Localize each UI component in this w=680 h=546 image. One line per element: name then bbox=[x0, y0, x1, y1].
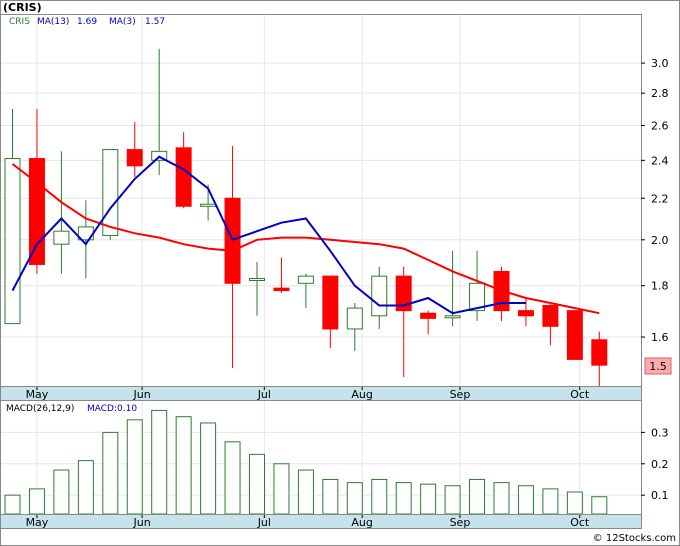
price-panel bbox=[0, 14, 642, 387]
macd-bar bbox=[566, 491, 583, 515]
ma13-line bbox=[11, 163, 600, 315]
macd-bar bbox=[297, 469, 314, 515]
macd-bar bbox=[517, 485, 534, 515]
macd-bar bbox=[102, 431, 119, 515]
candle-body bbox=[444, 315, 461, 319]
last-price-badge-text: 1.5 bbox=[649, 360, 667, 373]
macd-legend: MACD(26,12,9) MACD:0.10 bbox=[6, 404, 137, 414]
candle-body bbox=[53, 230, 70, 245]
candle-body bbox=[175, 147, 192, 207]
candle-body bbox=[346, 307, 363, 330]
macd-bar bbox=[322, 478, 339, 515]
macd-bar bbox=[469, 478, 486, 515]
legend-macd-value: MACD:0.10 bbox=[87, 404, 137, 414]
price-y-axis: 1.6 1.8 2.0 2.2 2.4 2.6 2.8 3.0 bbox=[641, 57, 669, 344]
candle-body bbox=[4, 158, 21, 325]
price-candles bbox=[4, 48, 608, 393]
month-labels-lower: May Jun Jul Aug Sep Oct bbox=[26, 515, 590, 529]
month-label: Jul bbox=[257, 516, 271, 529]
price-tick-label: 1.8 bbox=[651, 280, 669, 293]
macd-bar bbox=[395, 482, 412, 515]
macd-bar bbox=[273, 463, 290, 515]
macd-bar bbox=[346, 482, 363, 515]
macd-tick-label: 0.2 bbox=[651, 458, 669, 471]
month-label: Jul bbox=[257, 388, 271, 401]
candle-body bbox=[542, 305, 559, 327]
macd-bar bbox=[371, 478, 388, 515]
moving-average-lines bbox=[11, 155, 600, 315]
macd-bar bbox=[126, 419, 143, 515]
candle-body bbox=[28, 158, 45, 265]
date-band-lower bbox=[0, 514, 642, 529]
candle-body bbox=[200, 203, 217, 207]
month-label: Oct bbox=[570, 516, 590, 529]
candle-body bbox=[517, 310, 534, 317]
price-tick-label: 1.6 bbox=[651, 331, 669, 344]
month-label: Aug bbox=[351, 516, 372, 529]
month-label: Jun bbox=[132, 388, 150, 401]
macd-bars bbox=[4, 409, 608, 515]
candle-body bbox=[395, 275, 412, 312]
macd-bar bbox=[28, 488, 45, 515]
last-price-badge bbox=[644, 357, 672, 375]
price-legend: CRIS MA(13) 1.69 MA(3) 1.57 bbox=[9, 17, 165, 27]
candle-body bbox=[371, 275, 388, 317]
candle-body bbox=[469, 282, 486, 312]
month-label: Aug bbox=[351, 388, 372, 401]
legend-ma3-label: MA(3) bbox=[109, 17, 136, 27]
price-grid bbox=[1, 15, 641, 386]
candle-body bbox=[249, 278, 265, 282]
macd-bar bbox=[200, 422, 217, 515]
macd-y-axis: 0.1 0.2 0.3 bbox=[641, 426, 669, 502]
month-label: Sep bbox=[450, 388, 471, 401]
month-label: Jun bbox=[132, 516, 150, 529]
month-labels-upper: May Jun Jul Aug Sep Oct bbox=[26, 387, 590, 401]
macd-bar bbox=[224, 441, 241, 515]
month-label: May bbox=[26, 388, 49, 401]
candle-body bbox=[420, 312, 437, 319]
month-label: Sep bbox=[450, 516, 471, 529]
macd-bar bbox=[444, 485, 461, 515]
legend-symbol: CRIS bbox=[9, 17, 30, 27]
macd-bar bbox=[542, 488, 559, 515]
legend-ma3-value: 1.57 bbox=[145, 17, 165, 27]
legend-macd-label: MACD(26,12,9) bbox=[6, 404, 74, 414]
macd-bar bbox=[493, 482, 510, 515]
candle-body bbox=[126, 149, 143, 167]
macd-bar bbox=[591, 496, 608, 515]
month-label: Oct bbox=[570, 388, 590, 401]
price-tick-label: 2.0 bbox=[651, 234, 669, 247]
macd-tick-label: 0.3 bbox=[651, 426, 669, 439]
macd-bar bbox=[77, 460, 94, 515]
chart-title: (CRIS) bbox=[3, 1, 42, 14]
legend-ma13-value: 1.69 bbox=[77, 17, 97, 27]
price-tick-label: 2.2 bbox=[651, 192, 669, 205]
macd-tick-label: 0.1 bbox=[651, 489, 669, 502]
macd-bar bbox=[420, 483, 437, 515]
price-tick-label: 2.4 bbox=[651, 154, 669, 167]
date-band-upper bbox=[0, 386, 642, 401]
price-tick-label: 3.0 bbox=[651, 57, 669, 70]
price-tick-label: 2.8 bbox=[651, 87, 669, 100]
macd-bar bbox=[249, 453, 265, 515]
candle-body bbox=[297, 275, 314, 284]
legend-ma13-label: MA(13) bbox=[37, 17, 69, 27]
candle-body bbox=[591, 339, 608, 366]
credit-text: © 12Stocks.com bbox=[593, 533, 676, 544]
macd-bar bbox=[151, 409, 168, 515]
macd-bar bbox=[175, 416, 192, 515]
ma3-line bbox=[11, 155, 526, 315]
candle-body bbox=[322, 275, 339, 330]
month-label: May bbox=[26, 516, 49, 529]
price-tick-label: 2.6 bbox=[651, 119, 669, 132]
candle-body bbox=[566, 310, 583, 360]
candle-body bbox=[102, 149, 119, 236]
macd-bar bbox=[4, 494, 21, 515]
candle-body bbox=[273, 287, 290, 292]
macd-bar bbox=[53, 469, 70, 515]
